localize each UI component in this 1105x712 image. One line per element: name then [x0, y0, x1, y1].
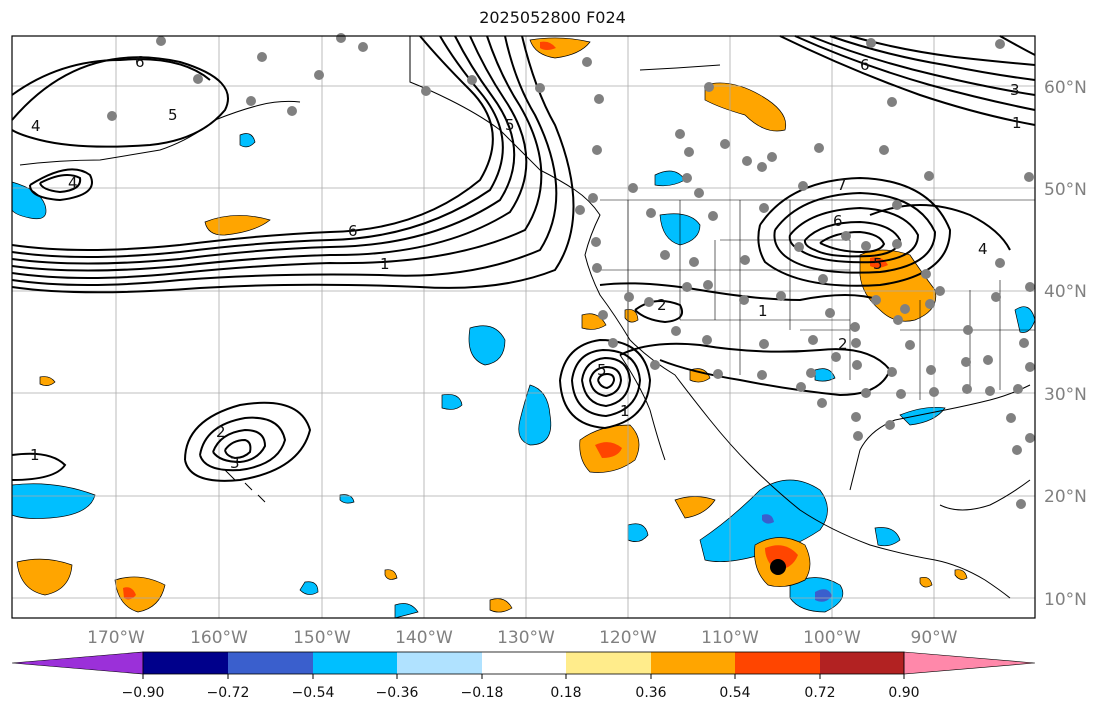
lon-label: 110°W [701, 628, 759, 648]
contour-label: 2 [657, 296, 667, 314]
lat-label: 40°N [1044, 282, 1087, 302]
lat-label: 10°N [1044, 590, 1087, 610]
contour-label: 5 [873, 255, 883, 273]
contour-label: 1 [758, 302, 768, 320]
lon-label: 120°W [599, 628, 657, 648]
contour-label: 2 [838, 335, 848, 353]
colorbar-segment [903, 651, 1036, 675]
contour-label: 6 [860, 56, 870, 74]
contour-label: 6 [833, 212, 843, 230]
station-markers [107, 33, 1035, 509]
lon-label: 130°W [497, 628, 555, 648]
latitude-labels: 60°N 50°N 40°N 30°N 20°N 10°N [1044, 78, 1087, 610]
colorbar: −0.90 −0.72 −0.54 −0.36 −0.18 0.18 0.36 … [11, 651, 1036, 701]
longitude-labels: 170°W 160°W 150°W 140°W 130°W 120°W 110°… [87, 628, 958, 648]
colorbar-outline [142, 651, 905, 675]
contour-label: 1 [380, 255, 390, 273]
contour-label: 1 [620, 402, 630, 420]
highlight-station-marker [770, 559, 786, 575]
lat-label: 60°N [1044, 78, 1087, 98]
contour-label: 4 [31, 117, 41, 135]
colorbar-segment [397, 652, 482, 674]
deep-negative-anomaly-shading [762, 514, 832, 602]
colorbar-segment [11, 651, 144, 675]
colorbar-tick-label: −0.72 [207, 685, 250, 701]
contour-label: 3 [230, 454, 240, 472]
positive-anomaly-shading [16, 37, 968, 613]
contour-label: 6 [135, 53, 145, 71]
contour-label: 4 [978, 240, 988, 258]
colorbar-tick-label: −0.54 [292, 685, 335, 701]
colorbar-segment [143, 652, 228, 674]
colorbar-tick-label: −0.90 [122, 685, 165, 701]
contour-label-group: 6 5 4 4 6 1 1 2 3 5 1 2 1 2 6 5 7 4 6 3 … [30, 53, 1022, 472]
colorbar-segment [566, 652, 651, 674]
contour-label: 5 [505, 116, 515, 134]
contour-label: 6 [348, 222, 358, 240]
contour-label: 5 [597, 361, 607, 379]
contour-label: 3 [1010, 81, 1020, 99]
colorbar-tick-label: 0.72 [804, 685, 835, 701]
contour-label: 7 [837, 176, 847, 194]
map-frame [11, 35, 1036, 619]
lat-label: 30°N [1044, 385, 1087, 405]
contour-label: 2 [216, 423, 226, 441]
colorbar-tick-label: 0.54 [719, 685, 750, 701]
contour-label: 5 [168, 106, 178, 124]
lat-label: 20°N [1044, 487, 1087, 507]
lon-label: 160°W [190, 628, 248, 648]
contour-label: 1 [1012, 114, 1022, 132]
lon-label: 90°W [911, 628, 958, 648]
lon-label: 150°W [293, 628, 351, 648]
colorbar-segment [735, 652, 820, 674]
colorbar-tick-label: 0.18 [550, 685, 581, 701]
lon-label: 170°W [87, 628, 145, 648]
colorbar-ticks [142, 674, 905, 679]
lon-label: 100°W [803, 628, 861, 648]
colorbar-segment [651, 652, 735, 674]
lon-label: 140°W [395, 628, 453, 648]
colorbar-segment [482, 652, 566, 674]
map-background [12, 36, 1035, 618]
contour-label: 1 [30, 446, 40, 464]
colorbar-segment [228, 652, 313, 674]
colorbar-tick-label: 0.90 [888, 685, 919, 701]
colorbar-tick-label: −0.18 [461, 685, 504, 701]
contour-lines [11, 35, 1036, 482]
colorbar-tick-label: 0.36 [635, 685, 666, 701]
map-title: 2025052800 F024 [479, 8, 626, 27]
colorbar-tick-label: −0.36 [376, 685, 419, 701]
lat-label: 50°N [1044, 180, 1087, 200]
colorbar-segment [313, 652, 397, 674]
contour-label: 4 [68, 174, 78, 192]
colorbar-segment [820, 652, 904, 674]
